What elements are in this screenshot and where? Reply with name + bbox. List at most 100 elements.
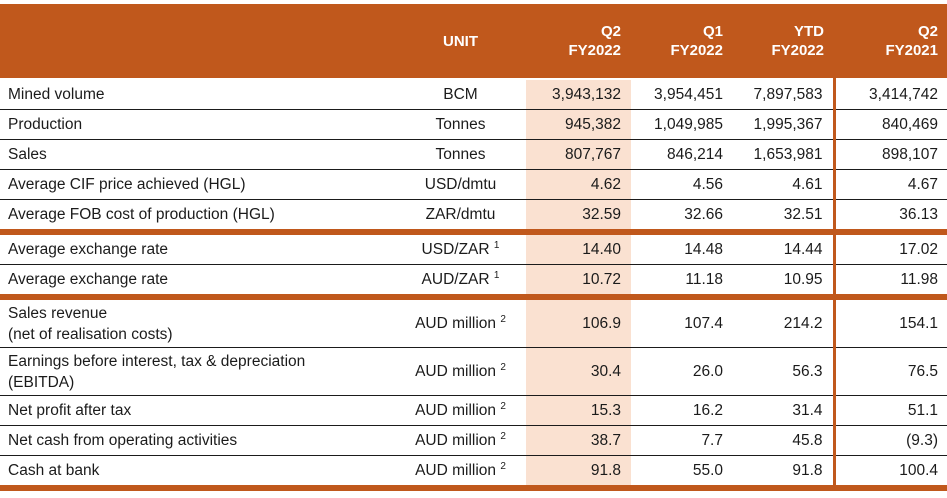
- row-label-line: Average exchange rate: [8, 241, 168, 258]
- value-cell: 4.61: [733, 169, 834, 200]
- value-cell: 91.8: [526, 455, 631, 491]
- period-line2: FY2022: [670, 42, 723, 59]
- period-line1: Q1: [702, 23, 723, 40]
- table-row: Average FOB cost of production (HGL) ZAR/…: [0, 199, 947, 235]
- row-label-line: Average exchange rate: [8, 271, 168, 288]
- row-unit: Tonnes: [395, 109, 526, 140]
- row-label-line: Mined volume: [8, 86, 105, 103]
- unit-text: Tonnes: [435, 115, 486, 133]
- table-body: Mined volume BCM 3,943,132 3,954,451 7,897,5…: [0, 78, 947, 491]
- value-cell: 38.7: [526, 425, 631, 456]
- table-row: Earnings before interest, tax & deprecia…: [0, 347, 947, 396]
- unit-text: BCM: [443, 85, 478, 103]
- row-unit: AUD million 2: [395, 425, 526, 456]
- row-label-line: Average FOB cost of production (HGL): [8, 206, 275, 223]
- row-label-line: Sales revenue: [8, 304, 108, 322]
- value-cell: 56.3: [733, 347, 834, 396]
- table-row: Average exchange rate USD/ZAR 1 14.40 14.48…: [0, 232, 947, 265]
- unit-footnote-marker: 2: [500, 361, 506, 373]
- period-line1: Q2: [917, 23, 938, 40]
- table-row: Average CIF price achieved (HGL) USD/dmtu…: [0, 169, 947, 200]
- value-cell: 1,049,985: [631, 109, 733, 140]
- value-cell: 11.98: [832, 264, 947, 300]
- row-unit: AUD million 2: [395, 297, 526, 348]
- unit-text: AUD million: [415, 461, 497, 479]
- row-label: Average exchange rate: [0, 232, 395, 265]
- value-cell: 10.72: [526, 264, 631, 300]
- unit-footnote-marker: 2: [500, 460, 506, 472]
- value-cell: 898,107: [832, 139, 947, 170]
- unit-column-header: UNIT: [395, 4, 526, 80]
- row-label-column-header: [0, 4, 395, 80]
- unit-text: AUD million: [415, 431, 497, 449]
- unit-footnote-marker: 2: [500, 313, 506, 325]
- row-label-line: Cash at bank: [8, 462, 100, 479]
- row-label: Average CIF price achieved (HGL): [0, 169, 395, 200]
- row-label: Mined volume: [0, 78, 395, 110]
- value-cell: 846,214: [631, 139, 733, 170]
- value-cell: 55.0: [631, 455, 733, 491]
- row-label-line: Earnings before interest, tax & deprecia…: [8, 352, 306, 370]
- row-label: Sales revenue (net of realisation costs): [0, 297, 395, 348]
- value-cell: 32.66: [631, 199, 733, 235]
- period-line2: FY2021: [885, 42, 938, 59]
- period-line1: YTD: [794, 23, 824, 40]
- table-row: Net cash from operating activities AUD mi…: [0, 425, 947, 456]
- value-cell: 36.13: [832, 199, 947, 235]
- value-cell: 51.1: [832, 395, 947, 426]
- unit-text: AUD million: [415, 401, 497, 419]
- value-cell: 45.8: [733, 425, 834, 456]
- row-unit: Tonnes: [395, 139, 526, 170]
- table-row: Cash at bank AUD million 2 91.8 55.0 91.8 100…: [0, 455, 947, 491]
- header-row: UNIT Q2 FY2022 Q1 FY2022 YTD FY2022 Q2 F…: [0, 4, 947, 80]
- row-label: Net cash from operating activities: [0, 425, 395, 456]
- row-label: Production: [0, 109, 395, 140]
- unit-footnote-marker: 1: [493, 269, 500, 281]
- row-label-line: Net profit after tax: [8, 402, 132, 419]
- period-line1: Q2: [600, 23, 621, 40]
- value-cell: 32.59: [526, 199, 631, 235]
- row-unit: USD/ZAR 1: [395, 232, 526, 265]
- value-cell: 17.02: [832, 232, 947, 265]
- unit-footnote-marker: 1: [493, 239, 500, 251]
- value-cell: 154.1: [832, 297, 947, 348]
- table-row: Mined volume BCM 3,943,132 3,954,451 7,897,5…: [0, 78, 947, 110]
- row-unit: ZAR/dmtu: [395, 199, 526, 235]
- value-cell: 32.51: [733, 199, 834, 235]
- value-cell: 76.5: [832, 347, 947, 396]
- table-row: Sales revenue (net of realisation costs) A…: [0, 297, 947, 348]
- value-cell: 100.4: [832, 455, 947, 491]
- unit-footnote-marker: 2: [500, 430, 506, 442]
- value-cell: 30.4: [526, 347, 631, 396]
- row-label-line: Sales: [8, 146, 47, 163]
- row-unit: AUD million 2: [395, 395, 526, 426]
- row-label-line: Production: [8, 116, 83, 133]
- value-cell: 14.40: [526, 232, 631, 265]
- value-cell: 7.7: [631, 425, 733, 456]
- row-label-line: (EBITDA): [8, 373, 75, 391]
- row-unit: AUD million 2: [395, 347, 526, 396]
- row-unit: AUD/ZAR 1: [395, 264, 526, 300]
- unit-text: USD/dmtu: [424, 175, 497, 193]
- value-cell: 15.3: [526, 395, 631, 426]
- value-cell: 4.67: [832, 169, 947, 200]
- period-line2: FY2022: [771, 42, 824, 59]
- value-cell: 945,382: [526, 109, 631, 140]
- value-cell: 106.9: [526, 297, 631, 348]
- row-label: Earnings before interest, tax & deprecia…: [0, 347, 395, 396]
- row-label: Cash at bank: [0, 455, 395, 491]
- value-cell: 14.48: [631, 232, 733, 265]
- row-label: Sales: [0, 139, 395, 170]
- period-line2: FY2022: [568, 42, 621, 59]
- row-label: Net profit after tax: [0, 395, 395, 426]
- value-cell: 1,653,981: [733, 139, 834, 170]
- period-column-header-q2-fy2021: Q2 FY2021: [834, 4, 947, 80]
- value-cell: (9.3): [832, 425, 947, 456]
- value-cell: 4.62: [526, 169, 631, 200]
- table-row: Net profit after tax AUD million 2 15.3 16.…: [0, 395, 947, 426]
- unit-text: AUD million: [415, 314, 497, 332]
- value-cell: 10.95: [733, 264, 834, 300]
- value-cell: 31.4: [733, 395, 834, 426]
- table-row: Production Tonnes 945,382 1,049,985 1,995,36…: [0, 109, 947, 140]
- row-label-line: (net of realisation costs): [8, 325, 173, 343]
